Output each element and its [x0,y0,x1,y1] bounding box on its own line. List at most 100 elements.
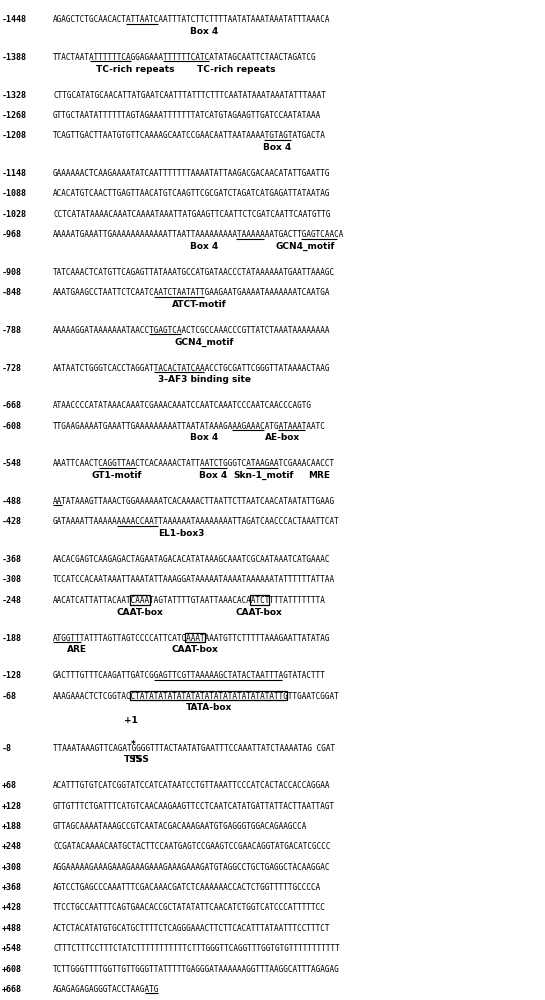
Text: AATATAAAGTTAAACTGGAAAAAATCACAAAACTTAATTCTTAATCAACATAATATTGAAG: AATATAAAGTTAAACTGGAAAAAATCACAAAACTTAATTC… [53,497,335,506]
Text: CTTGCATATGCAACATTATGAATCAATTTATTTCTTTCAATATAAATAAATATTTAAAT: CTTGCATATGCAACATTATGAATCAATTTATTTCTTTCAA… [53,91,326,100]
Text: AE-box: AE-box [265,433,300,442]
Text: -248: -248 [2,596,22,605]
Text: -308: -308 [2,575,22,584]
Text: -1388: -1388 [2,53,27,62]
Text: AACATCATTATTACAATCAAATAGTATTTTGTAATTAAACACAATCTTTTATTTTTTTA: AACATCATTATTACAATCAAATAGTATTTTGTAATTAAAC… [53,596,326,605]
Text: TC-rich repeats: TC-rich repeats [96,65,175,74]
Text: -68: -68 [2,692,17,701]
Text: GAAAAAACTCAAGAAAATATCAATTTTTTTAAAATATTAAGACGACAACATATTGAATTG: GAAAAAACTCAAGAAAATATCAATTTTTTTAAAATATTAA… [53,169,330,178]
Text: TTCCTGCCAATTTCAGTGAACACCGCTATATATTCAACATCTGGTCATCCCATTTTTCC: TTCCTGCCAATTTCAGTGAACACCGCTATATATTCAACAT… [53,903,326,912]
Text: Box 4: Box 4 [190,27,219,36]
Text: +248: +248 [2,842,22,851]
Text: -128: -128 [2,671,22,680]
Text: -1448: -1448 [2,15,27,24]
Text: ATCT-motif: ATCT-motif [172,300,227,309]
Text: CAAT-box: CAAT-box [172,645,219,654]
Text: ATAACCCCATATAAACAAATCGAAACAAATCCAATCAAATCCCAATCAACCCAGTG: ATAACCCCATATAAACAAATCGAAACAAATCCAATCAAAT… [53,401,312,410]
Text: TTACTAATATTTTTTCAGGAGAAATTTTTTCATCATATAGCAATTCTAACTAGATCG: TTACTAATATTTTTTCAGGAGAAATTTTTTCATCATATAG… [53,53,317,62]
Text: AAAGAAACTCTCGGTACCTATATATATATATATATATATATATATATATTGTTGAATCGGAT: AAAGAAACTCTCGGTACCTATATATATATATATATATATA… [53,692,340,701]
Text: ACTCTACATATGTGCATGCTTTTCTCAGGGAAACTTCTTCACATTTATAATTTCCTTTCT: ACTCTACATATGTGCATGCTTTTCTCAGGGAAACTTCTTC… [53,924,330,933]
Text: -188: -188 [2,634,22,643]
Text: ACATTTGTGTCATCGGTATCCATCATAATCCTGTTAAATTCCCATCACTACCACCAGGAA: ACATTTGTGTCATCGGTATCCATCATAATCCTGTTAAATT… [53,781,330,790]
Text: -8: -8 [2,744,12,753]
Text: ACACATGTCAACTTGAGTTAACATGTCAAGTTCGCGATCTAGATCATGAGATTATAATAG: ACACATGTCAACTTGAGTTAACATGTCAAGTTCGCGATCT… [53,189,330,198]
Text: +368: +368 [2,883,22,892]
Text: CCTCATATAAAACAAATCAAAATAAATTATGAAGTTCAATTCTCGATCAATTCAATGTTG: CCTCATATAAAACAAATCAAAATAAATTATGAAGTTCAAT… [53,210,330,219]
Text: AGGAAAAAGAAAGAAAGAAAGAAAGAAAGAAAGATGTAGGCCTGCTGAGGCTACAAGGAC: AGGAAAAAGAAAGAAAGAAAGAAAGAAAGAAAGATGTAGG… [53,863,330,872]
Text: -968: -968 [2,230,22,239]
Text: -608: -608 [2,422,22,431]
Text: GT1-motif: GT1-motif [92,471,142,480]
Text: TC-rich repeats: TC-rich repeats [197,65,276,74]
Text: +668: +668 [2,985,22,994]
Text: -488: -488 [2,497,22,506]
Text: AAAAAGGATAAAAAAATAACCTGAGTCAACTCGCCAAACCCGTTATCTAAATAAAAAAAA: AAAAAGGATAAAAAAATAACCTGAGTCAACTCGCCAAACC… [53,326,330,335]
Text: CAAT-box: CAAT-box [236,608,283,617]
Text: +1: +1 [124,716,138,725]
Text: GTTGTTTCTGATTTCATGTCAACAAGAAGTTCCTCAATCATATGATTATTACTTAATTAGT: GTTGTTTCTGATTTCATGTCAACAAGAAGTTCCTCAATCA… [53,802,335,811]
Text: -1268: -1268 [2,111,27,120]
Text: -728: -728 [2,364,22,373]
Text: +128: +128 [2,802,22,811]
Text: AGTCCTGAGCCCAAATTTCGACAAACGATCTCAAAAAACCACTCTGGTTTTTGCCCCA: AGTCCTGAGCCCAAATTTCGACAAACGATCTCAAAAAACC… [53,883,321,892]
Text: 3-AF3 binding site: 3-AF3 binding site [158,375,251,384]
Text: -1028: -1028 [2,210,27,219]
Text: -1328: -1328 [2,91,27,100]
Text: GTTGCTAATATTTTTTAGTAGAAATTTTTTTATCATGTAGAAGTTGATCCAATATAAA: GTTGCTAATATTTTTTAGTAGAAATTTTTTTATCATGTAG… [53,111,321,120]
Text: -368: -368 [2,555,22,564]
Text: Skn-1_motif: Skn-1_motif [234,471,294,480]
Text: Box 4: Box 4 [263,143,292,152]
Text: TTAAATAAAGTTCAGATGGGGTTTACTAATATGAATTTCCAAATTATCTAAAATAG CGAT: TTAAATAAAGTTCAGATGGGGTTTACTAATATGAATTTCC… [53,744,335,753]
Text: GCN4_motif: GCN4_motif [174,338,234,347]
Text: ARE: ARE [66,645,87,654]
Text: -428: -428 [2,517,22,526]
Text: AACACGAGTCAAGAGACTAGAATAGACACATATAAAGCAAATCGCAATAAATCATGAAAC: AACACGAGTCAAGAGACTAGAATAGACACATATAAAGCAA… [53,555,330,564]
Text: +608: +608 [2,965,22,974]
Text: +548: +548 [2,944,22,953]
Text: -908: -908 [2,268,22,277]
Text: TATA-box: TATA-box [186,703,232,712]
Text: AGAGAGAGAGGGTACCTAAGATG: AGAGAGAGAGGGTACCTAAGATG [53,985,159,994]
Text: ATGGTTTATTTAGTTAGTCCCCATTCATCAAATAAATGTTCTTTTTAAAGAATTATATAG: ATGGTTTATTTAGTTAGTCCCCATTCATCAAATAAATGTT… [53,634,330,643]
Text: -788: -788 [2,326,22,335]
Text: *: * [131,740,136,749]
Text: +188: +188 [2,822,22,831]
Text: +68: +68 [2,781,17,790]
Bar [250,595,269,605]
Text: -548: -548 [2,459,22,468]
Bar [185,633,205,642]
Text: -1148: -1148 [2,169,27,178]
Text: +488: +488 [2,924,22,933]
Text: AATAATCTGGGTCACCTAGGATTACACTATCAAACCTGCGATTCGGGTTATAAAACTAAG: AATAATCTGGGTCACCTAGGATTACACTATCAAACCTGCG… [53,364,330,373]
Text: TCTTGGGTTTTGGTTGTTGGGTTATTTTTGAGGGATAAAAAAGGTTTAAGGCATTTAGAGAG: TCTTGGGTTTTGGTTGTTGGGTTATTTTTGAGGGATAAAA… [53,965,340,974]
Text: GACTTTGTTTCAAGATTGATCGGAGTTCGTTAAAAAGCTATACTAATTTAGTATACTTT: GACTTTGTTTCAAGATTGATCGGAGTTCGTTAAAAAGCTA… [53,671,326,680]
Text: GTTAGCAAAATAAAGCCGTCAATACGACAAAGAATGTGAGGGTGGACAGAAGCCA: GTTAGCAAAATAAAGCCGTCAATACGACAAAGAATGTGAG… [53,822,307,831]
Text: +428: +428 [2,903,22,912]
Text: MRE: MRE [308,471,330,480]
Text: TSS: TSS [131,755,150,764]
Text: AGAGCTCTGCAACACTATTAATCAATTTATCTTCTTTTAATATAAATAAATATTTAAACA: AGAGCTCTGCAACACTATTAATCAATTTATCTTCTTTTAA… [53,15,330,24]
Text: TTGAAGAAAATGAAATTGAAAAAAAAATTAATATAAAGAAAGAAACATGATAAATAATC: TTGAAGAAAATGAAATTGAAAAAAAAATTAATATAAAGAA… [53,422,326,431]
Text: Box 4: Box 4 [190,242,219,251]
Bar [130,595,150,605]
Text: TATCAAACTCATGTTCAGAGTTATAAATGCCATGATAACCCTATAAAAAATGAATTAAAGC: TATCAAACTCATGTTCAGAGTTATAAATGCCATGATAACC… [53,268,335,277]
Text: Box 4: Box 4 [190,433,219,442]
Text: -1208: -1208 [2,131,27,140]
Text: +308: +308 [2,863,22,872]
Text: AAATTCAACTCAGGTTAACTCACAAAACTATTAATCTGGGTCATAAGAATCGAAACAACCT: AAATTCAACTCAGGTTAACTCACAAAACTATTAATCTGGG… [53,459,335,468]
Text: EL1-box3: EL1-box3 [158,529,204,538]
Text: TCAGTTGACTTAATGTGTTCAAAAGCAATCCGAACAATTAATAAAATGTAGTATGACTA: TCAGTTGACTTAATGTGTTCAAAAGCAATCCGAACAATTA… [53,131,326,140]
Text: GATAAAATTAAAAAAAAACCAATTAAAAAATAAAAAAAATTAGATCAACCCACTAAATTCAT: GATAAAATTAAAAAAAAACCAATTAAAAAATAAAAAAAAT… [53,517,340,526]
Text: -1088: -1088 [2,189,27,198]
Text: GCN4_motif: GCN4_motif [275,242,335,251]
Text: -848: -848 [2,288,22,297]
Bar [130,691,287,700]
Text: AAAAATGAAATTGAAAAAAAAAAAATTAATTAAAAAAAAATAAAAAAATGACTTGAGTCAACA: AAAAATGAAATTGAAAAAAAAAAAATTAATTAAAAAAAAA… [53,230,344,239]
Text: TSS: TSS [124,755,143,764]
Text: AAATGAAGCCTAATTCTCAATCAATCTAATATTGAAGAATGAAAATAAAAAAATCAATGA: AAATGAAGCCTAATTCTCAATCAATCTAATATTGAAGAAT… [53,288,330,297]
Text: CCGATACAAAACAATGCTACTTCCAATGAGTCCGAAGTCCGAACAGGTATGACATCGCCC: CCGATACAAAACAATGCTACTTCCAATGAGTCCGAAGTCC… [53,842,330,851]
Text: Box 4: Box 4 [199,471,228,480]
Text: TCCATCCACAATAAATTAAATATTAAAGGATAAAAATAAAATAAAAAATATTTTTTATTAA: TCCATCCACAATAAATTAAATATTAAAGGATAAAAATAAA… [53,575,335,584]
Text: CAAT-box: CAAT-box [117,608,164,617]
Text: -668: -668 [2,401,22,410]
